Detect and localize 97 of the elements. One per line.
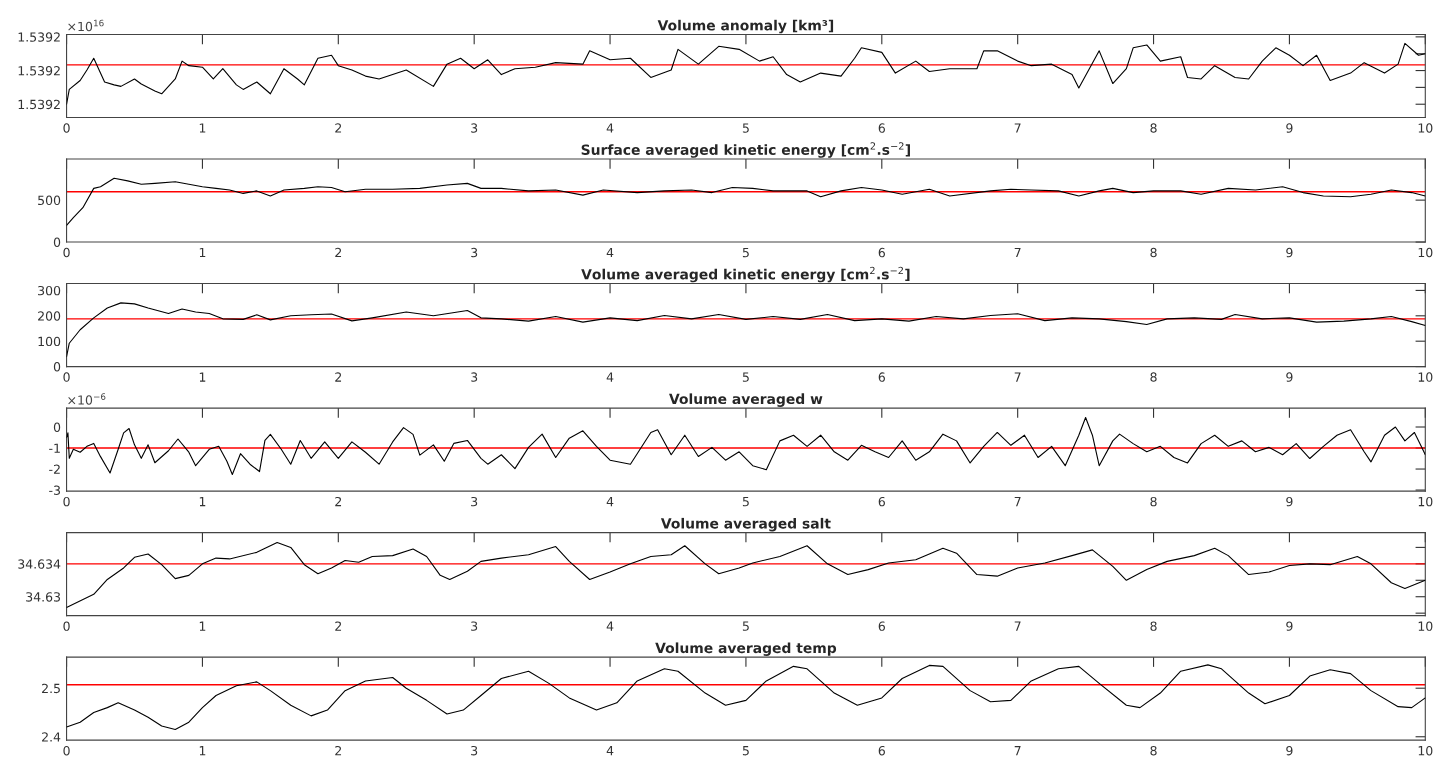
y-tick-label: -1 (49, 443, 60, 453)
chart-title: Surface averaged kinetic energy [cm$^{2}$.s$^{−2}$] (581, 142, 910, 158)
x-tick-label: 9 (1286, 372, 1293, 382)
x-tick-label: 7 (1014, 621, 1021, 631)
y-tick-label: 1.5392 (18, 99, 60, 110)
x-tick-label: 10 (1418, 123, 1433, 133)
x-tick-label: 1 (199, 621, 206, 631)
chart-title: Volume averaged temp (655, 642, 837, 656)
y-tick-label: 34.63 (26, 592, 60, 602)
x-tick-label: 5 (742, 746, 749, 756)
x-tick-label: 2 (335, 496, 342, 507)
x-tick-label: 0 (63, 496, 70, 507)
x-tick-label: 8 (1150, 745, 1157, 756)
x-tick-label: 7 (1014, 372, 1021, 382)
x-tick-label: 8 (1150, 123, 1157, 133)
x-tick-label: 2 (335, 621, 342, 631)
y-tick-label: 2.4 (42, 732, 61, 742)
line-series (66, 541, 1426, 608)
x-tick-label: 4 (606, 497, 614, 507)
chart-title: Volume averaged w (669, 393, 823, 407)
x-tick-label: 3 (471, 621, 478, 631)
x-tick-label: 7 (1014, 248, 1021, 258)
x-tick-label: 10 (1418, 496, 1433, 507)
x-tick-label: 0 (63, 247, 70, 258)
x-tick-label: 6 (878, 496, 885, 507)
x-tick-label: 5 (742, 372, 749, 382)
line-series (66, 42, 1426, 105)
y-tick-label: 100 (38, 336, 61, 347)
x-tick-label: 8 (1150, 247, 1157, 258)
y-tick-label: -2 (49, 464, 60, 474)
x-tick-label: 6 (878, 745, 885, 756)
x-tick-label: 5 (742, 497, 749, 507)
text: ×10$^{16}$ (68, 19, 104, 32)
x-tick-label: 0 (63, 123, 70, 133)
x-tick-label: 10 (1418, 745, 1433, 756)
line-series (66, 664, 1426, 731)
x-tick-label: 10 (1418, 372, 1433, 382)
x-tick-label: 0 (63, 745, 70, 756)
x-tick-label: 8 (1150, 372, 1157, 382)
x-tick-label: 6 (878, 621, 885, 631)
x-tick-label: 2 (335, 372, 342, 382)
x-tick-label: 3 (471, 496, 478, 507)
x-tick-label: 3 (471, 247, 478, 258)
x-tick-label: 10 (1418, 247, 1433, 258)
x-tick-label: 8 (1150, 496, 1157, 507)
text: ×10$^{−6}$ (68, 393, 106, 405)
chart-title: Volume anomaly [km³] (657, 19, 834, 34)
x-tick-label: 1 (199, 746, 206, 756)
x-tick-label: 4 (606, 621, 614, 631)
x-tick-label: 9 (1286, 621, 1293, 631)
line-series (66, 302, 1426, 358)
y-tick-label: 2.5 (42, 683, 60, 694)
chart-title: Volume averaged kinetic energy [cm$^{2}$.s$^{−2}$] (581, 266, 910, 283)
y-tick-label: 500 (38, 195, 61, 206)
x-tick-label: 9 (1286, 247, 1293, 258)
x-tick-label: 2 (335, 247, 342, 258)
x-tick-label: 7 (1014, 497, 1021, 507)
y-tick-label: 34.634 (18, 559, 61, 569)
x-tick-label: 9 (1286, 123, 1293, 133)
y-tick-label: -3 (49, 485, 61, 495)
y-tick-label: 200 (38, 311, 61, 321)
x-tick-label: 3 (471, 123, 478, 133)
line-series (66, 177, 1426, 226)
y-tick-label: 300 (38, 285, 61, 296)
line-series (66, 416, 1426, 476)
chart-title: Volume averaged salt (660, 517, 831, 532)
x-tick-label: 2 (335, 123, 342, 133)
x-tick-label: 7 (1014, 123, 1021, 133)
x-tick-label: 9 (1286, 496, 1293, 507)
x-tick-label: 7 (1014, 746, 1021, 756)
x-tick-label: 1 (199, 372, 206, 382)
x-tick-label: 1 (199, 123, 206, 133)
x-tick-label: 4 (606, 123, 614, 133)
y-tick-label: 1.5392 (18, 32, 60, 42)
y-tick-label: 1.5392 (18, 66, 60, 76)
x-tick-label: 4 (606, 248, 614, 258)
x-tick-label: 3 (471, 745, 478, 756)
x-tick-label: 9 (1286, 745, 1293, 756)
x-tick-label: 4 (606, 746, 614, 756)
x-tick-label: 1 (199, 497, 206, 507)
y-tick-label: 0 (53, 237, 61, 247)
x-tick-label: 8 (1150, 621, 1157, 631)
x-tick-label: 10 (1418, 621, 1433, 631)
x-tick-label: 2 (335, 745, 342, 756)
y-tick-label: 0 (53, 362, 61, 372)
x-tick-label: 0 (63, 621, 70, 631)
x-tick-label: 6 (878, 247, 885, 258)
x-tick-label: 5 (742, 123, 749, 133)
x-tick-label: 1 (199, 248, 206, 258)
x-tick-label: 5 (742, 621, 749, 631)
x-tick-label: 6 (878, 372, 885, 382)
x-tick-label: 6 (878, 123, 885, 133)
x-tick-label: 4 (606, 372, 614, 382)
x-tick-label: 5 (742, 248, 749, 258)
x-tick-label: 0 (63, 372, 70, 382)
x-tick-label: 3 (471, 372, 478, 382)
y-tick-label: 0 (53, 422, 61, 432)
